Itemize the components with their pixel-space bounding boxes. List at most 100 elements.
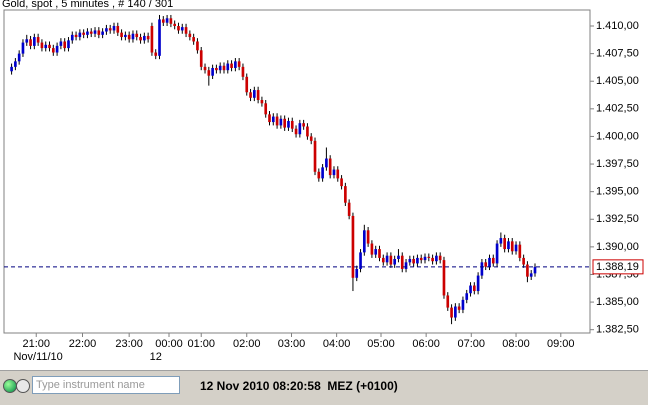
candle-body bbox=[480, 262, 484, 276]
candle-body bbox=[245, 76, 249, 93]
candle-body bbox=[510, 241, 514, 252]
candle-body bbox=[347, 202, 351, 216]
candle-body bbox=[400, 255, 404, 269]
x-tick-label: 22:00 bbox=[69, 338, 97, 350]
candle-body bbox=[184, 27, 188, 34]
x-tick-label: 03:00 bbox=[278, 338, 306, 350]
candle-body bbox=[302, 123, 305, 127]
candle-body bbox=[431, 257, 434, 262]
candle-body bbox=[29, 39, 32, 46]
x-tick-label: 02:00 bbox=[233, 338, 261, 350]
last-price-box bbox=[592, 259, 644, 275]
candle-body bbox=[427, 256, 431, 258]
candle-body bbox=[325, 158, 328, 168]
footer-bar: Type instrument name 12 Nov 2010 08:20:5… bbox=[0, 370, 648, 405]
candle-body bbox=[397, 255, 400, 260]
candle-body bbox=[518, 244, 522, 258]
candle-body bbox=[526, 264, 529, 277]
candle-body bbox=[351, 215, 355, 278]
candle-body bbox=[135, 33, 139, 38]
candle-body bbox=[446, 295, 450, 308]
connect-icon[interactable] bbox=[3, 379, 17, 393]
candle-body bbox=[476, 275, 480, 292]
candle-body bbox=[108, 28, 112, 31]
y-tick-label: 1.407,50 bbox=[596, 48, 639, 60]
candle-body bbox=[287, 120, 290, 128]
candle-body bbox=[86, 31, 89, 35]
candle-body bbox=[10, 66, 13, 72]
candle-body bbox=[124, 34, 127, 38]
candle-body bbox=[192, 37, 195, 42]
candle-body bbox=[67, 40, 70, 49]
y-tick-label: 1.397,50 bbox=[596, 158, 639, 170]
candle-body bbox=[264, 103, 268, 115]
candle-body bbox=[188, 33, 192, 38]
candle-body bbox=[143, 35, 146, 41]
candle-body bbox=[211, 67, 214, 76]
candle-body bbox=[169, 18, 173, 24]
candle-body bbox=[249, 92, 252, 98]
x-tick-label: 09:00 bbox=[547, 338, 575, 350]
candle-body bbox=[385, 255, 389, 263]
candle-body bbox=[279, 118, 283, 126]
candle-body bbox=[321, 167, 324, 179]
candle-body bbox=[344, 186, 347, 203]
candle-body bbox=[507, 241, 510, 250]
x-tick-label: 06:00 bbox=[412, 338, 440, 350]
candle-body bbox=[173, 23, 177, 27]
candle-body bbox=[146, 35, 150, 40]
candle-body bbox=[101, 31, 104, 35]
y-tick-label: 1.410,00 bbox=[596, 20, 639, 32]
candle-body bbox=[36, 37, 40, 43]
candle-body bbox=[48, 44, 51, 49]
candle-body bbox=[154, 52, 158, 56]
candle-body bbox=[491, 257, 495, 264]
candle-body bbox=[14, 61, 17, 67]
candle-body bbox=[59, 41, 63, 46]
candle-body bbox=[268, 114, 271, 123]
candle-body bbox=[435, 255, 438, 262]
date-label: Nov/11/10 bbox=[13, 351, 62, 363]
candle-body bbox=[366, 230, 370, 244]
candle-body bbox=[317, 171, 321, 179]
candle-body bbox=[469, 285, 472, 294]
candle-body bbox=[78, 32, 82, 38]
candle-body bbox=[199, 50, 203, 67]
candle-body bbox=[378, 249, 381, 258]
y-tick-label: 1.385,00 bbox=[596, 296, 639, 308]
candle-body bbox=[21, 42, 25, 54]
y-tick-label: 1.392,50 bbox=[596, 213, 639, 225]
candle-body bbox=[55, 45, 59, 53]
candle-body bbox=[70, 34, 74, 41]
candle-body bbox=[393, 259, 396, 265]
candle-body bbox=[374, 249, 378, 255]
instrument-input[interactable]: Type instrument name bbox=[32, 376, 180, 394]
candle-body bbox=[450, 307, 453, 318]
candle-body bbox=[454, 306, 457, 318]
candle-body bbox=[306, 126, 309, 137]
candle-body bbox=[218, 65, 222, 71]
candle-body bbox=[423, 256, 427, 261]
candle-body bbox=[165, 18, 169, 23]
candle-body bbox=[260, 99, 264, 104]
candle-body bbox=[226, 63, 230, 71]
candle-body bbox=[488, 257, 491, 267]
candle-body bbox=[271, 116, 275, 123]
candle-body bbox=[17, 53, 21, 62]
plot-frame bbox=[3, 9, 591, 334]
candle-body bbox=[465, 293, 469, 300]
candle-body bbox=[370, 243, 374, 255]
candle-body bbox=[283, 118, 287, 128]
candle-body bbox=[355, 268, 359, 278]
candle-body bbox=[120, 32, 123, 38]
candle-body bbox=[89, 31, 93, 34]
candle-body bbox=[275, 116, 279, 126]
candle-body bbox=[234, 61, 237, 68]
candle-body bbox=[241, 66, 245, 77]
candle-body bbox=[74, 34, 78, 38]
candle-body bbox=[461, 299, 465, 310]
x-tick-label: 01:00 bbox=[187, 338, 215, 350]
y-tick-label: 1.382,50 bbox=[596, 324, 639, 336]
candle-body bbox=[116, 26, 120, 33]
